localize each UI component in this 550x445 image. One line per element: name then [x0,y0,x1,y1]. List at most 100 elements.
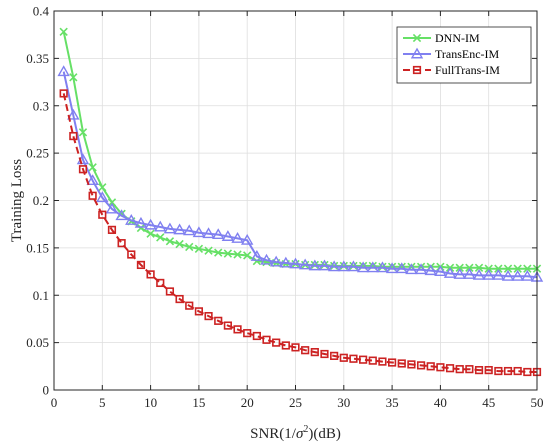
x-tick-label: 40 [434,395,447,410]
x-axis-label: SNR(1/σ2)(dB) [250,424,341,442]
data-point-transenc-im [144,218,157,230]
x-tick-label: 25 [289,395,302,410]
data-point-fulltrans-im [407,360,416,369]
legend-marker-fulltrans-im [412,65,422,75]
x-tick-label: 5 [99,395,106,410]
data-point-fulltrans-im [513,366,522,376]
y-axis-label: Training Loss [9,159,25,242]
data-point-dnn-im [204,246,213,255]
data-point-transenc-im [453,267,466,279]
data-point-transenc-im [347,260,360,272]
data-point-fulltrans-im [233,325,242,334]
data-point-dnn-im [98,183,107,192]
data-point-fulltrans-im [156,278,165,288]
data-point-transenc-im [240,233,254,245]
data-point-fulltrans-im [98,210,107,219]
data-point-transenc-im [492,268,505,280]
data-point-fulltrans-im [397,359,406,368]
data-point-transenc-im [501,269,515,281]
y-tick-label: 0.1 [33,288,49,303]
data-point-dnn-im [78,128,88,137]
data-point-fulltrans-im [185,301,194,310]
data-point-transenc-im [434,265,447,277]
data-point-fulltrans-im [223,321,232,330]
data-point-fulltrans-im [503,366,513,376]
data-point-transenc-im [376,261,389,273]
data-point-fulltrans-im [339,353,348,362]
data-point-fulltrans-im [359,355,368,364]
y-tick-label: 0.15 [26,240,49,255]
data-point-fulltrans-im [378,357,387,366]
data-point-transenc-im [414,263,428,275]
data-point-fulltrans-im [301,346,310,355]
data-point-transenc-im [173,223,186,235]
data-point-transenc-im [86,174,99,186]
data-point-transenc-im [308,259,322,271]
data-point-fulltrans-im [243,329,252,338]
data-point-fulltrans-im [252,331,261,341]
x-tick-label: 45 [482,395,495,410]
legend-marker-dnn-im [412,33,422,43]
data-point-transenc-im [125,213,138,225]
data-point-transenc-im [183,224,196,236]
data-point-fulltrans-im [426,362,435,371]
data-point-fulltrans-im [368,356,377,365]
data-point-dnn-im [523,264,532,273]
series-layer [57,27,544,377]
x-tick-label: 35 [386,395,399,410]
data-point-fulltrans-im [416,361,426,370]
data-point-dnn-im [252,256,262,266]
legend-marker-transenc-im [410,47,424,59]
data-point-transenc-im [192,226,206,238]
data-point-fulltrans-im [291,343,300,352]
series-transenc-im [57,65,544,282]
data-point-dnn-im [194,244,204,253]
legend: DNN-IM TransEnc-IM FullTrans-IM [396,26,532,84]
series-line-fulltrans-im [62,93,537,373]
data-point-dnn-im [136,223,146,233]
data-point-dnn-im [233,250,242,259]
y-tick-label: 0.05 [26,335,49,350]
series-fulltrans-im [59,89,542,377]
series-line-transenc-im [62,71,538,279]
data-point-dnn-im [455,263,464,272]
data-point-fulltrans-im [494,366,503,376]
data-point-transenc-im [279,256,293,268]
x-tick-label: 15 [192,395,205,410]
data-point-transenc-im [385,262,399,274]
data-point-fulltrans-im [445,364,455,373]
data-point-dnn-im [156,233,165,242]
data-point-fulltrans-im [146,270,155,279]
data-point-fulltrans-im [117,239,126,248]
data-point-transenc-im [521,269,534,281]
data-point-transenc-im [231,231,244,243]
data-point-fulltrans-im [262,335,271,344]
data-point-fulltrans-im [136,260,146,270]
data-point-transenc-im [105,202,119,214]
data-point-fulltrans-im [214,316,223,325]
data-point-fulltrans-im [194,307,204,316]
x-tick-label: 30 [337,395,350,410]
legend-label-transenc-im: TransEnc-IM [435,47,500,61]
data-point-transenc-im [212,228,225,240]
data-point-dnn-im [69,73,78,82]
data-point-dnn-im [474,263,484,272]
data-point-transenc-im [57,65,70,77]
y-tick-label: 0.2 [33,193,49,208]
x-tick-label: 10 [144,395,157,410]
x-tick-label: 20 [241,395,254,410]
data-point-transenc-im [289,257,302,269]
data-point-transenc-im [163,222,177,234]
data-point-dnn-im [214,248,223,257]
data-point-transenc-im [395,262,408,274]
y-tick-label: 0.25 [26,146,49,161]
y-tick-label: 0.3 [33,98,49,113]
data-point-fulltrans-im [310,347,319,357]
data-point-dnn-im [465,263,474,272]
data-point-transenc-im [202,227,215,239]
data-point-fulltrans-im [465,365,474,374]
data-point-fulltrans-im [484,366,493,375]
data-point-dnn-im [513,264,522,273]
data-point-transenc-im [337,260,351,272]
